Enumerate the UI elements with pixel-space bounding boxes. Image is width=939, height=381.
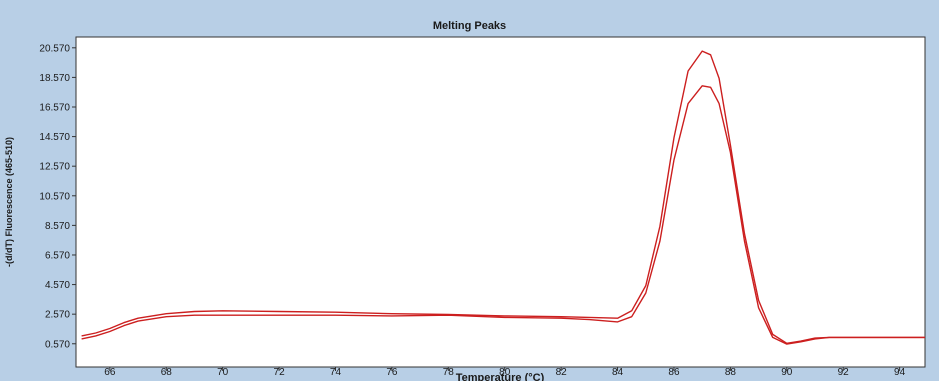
x-tick-label: 88 [725, 367, 737, 378]
x-tick-label: 84 [612, 367, 624, 378]
y-tick-label: 14.570 [39, 132, 70, 143]
x-tick-label: 92 [838, 367, 850, 378]
x-tick-label: 72 [274, 367, 286, 378]
y-tick-label: 6.570 [45, 250, 70, 261]
x-tick-label: 90 [781, 367, 793, 378]
x-tick-label: 82 [556, 367, 568, 378]
y-axis: 0.570 2.570 4.570 6.570 8.570 10.570 12.570 14.… [39, 43, 76, 350]
y-axis-label: -(d/dT) Fluorescence (465-510) [4, 137, 14, 267]
x-axis: 66 68 70 72 74 76 78 80 82 84 86 88 90 92 94 [104, 367, 906, 378]
plot-area [75, 36, 926, 368]
series-line-1 [81, 50, 925, 344]
x-tick-label: 66 [104, 367, 116, 378]
series-line-2 [81, 85, 925, 345]
x-tick-label: 86 [668, 367, 680, 378]
y-tick-label: 12.570 [39, 162, 70, 173]
x-tick-label: 94 [894, 367, 906, 378]
x-tick-label: 78 [443, 367, 455, 378]
y-tick-label: 4.570 [45, 280, 70, 291]
y-tick-label: 10.570 [39, 191, 70, 202]
y-tick-label: 18.570 [39, 73, 70, 84]
chart-title: Melting Peaks [432, 20, 507, 32]
y-tick-label: 16.570 [39, 102, 70, 113]
x-tick-label: 76 [386, 367, 398, 378]
y-tick-label: 20.570 [39, 43, 70, 54]
x-tick-label: 74 [330, 367, 342, 378]
x-tick-label: 80 [499, 367, 511, 378]
y-tick-label: 8.570 [45, 221, 70, 232]
x-axis-label: Temperature (°C) [456, 372, 545, 381]
y-tick-label: 2.570 [45, 310, 70, 321]
y-tick-label: 0.570 [45, 339, 70, 350]
series-layer [81, 50, 925, 345]
x-tick-label: 68 [161, 367, 173, 378]
x-tick-label: 70 [217, 367, 229, 378]
